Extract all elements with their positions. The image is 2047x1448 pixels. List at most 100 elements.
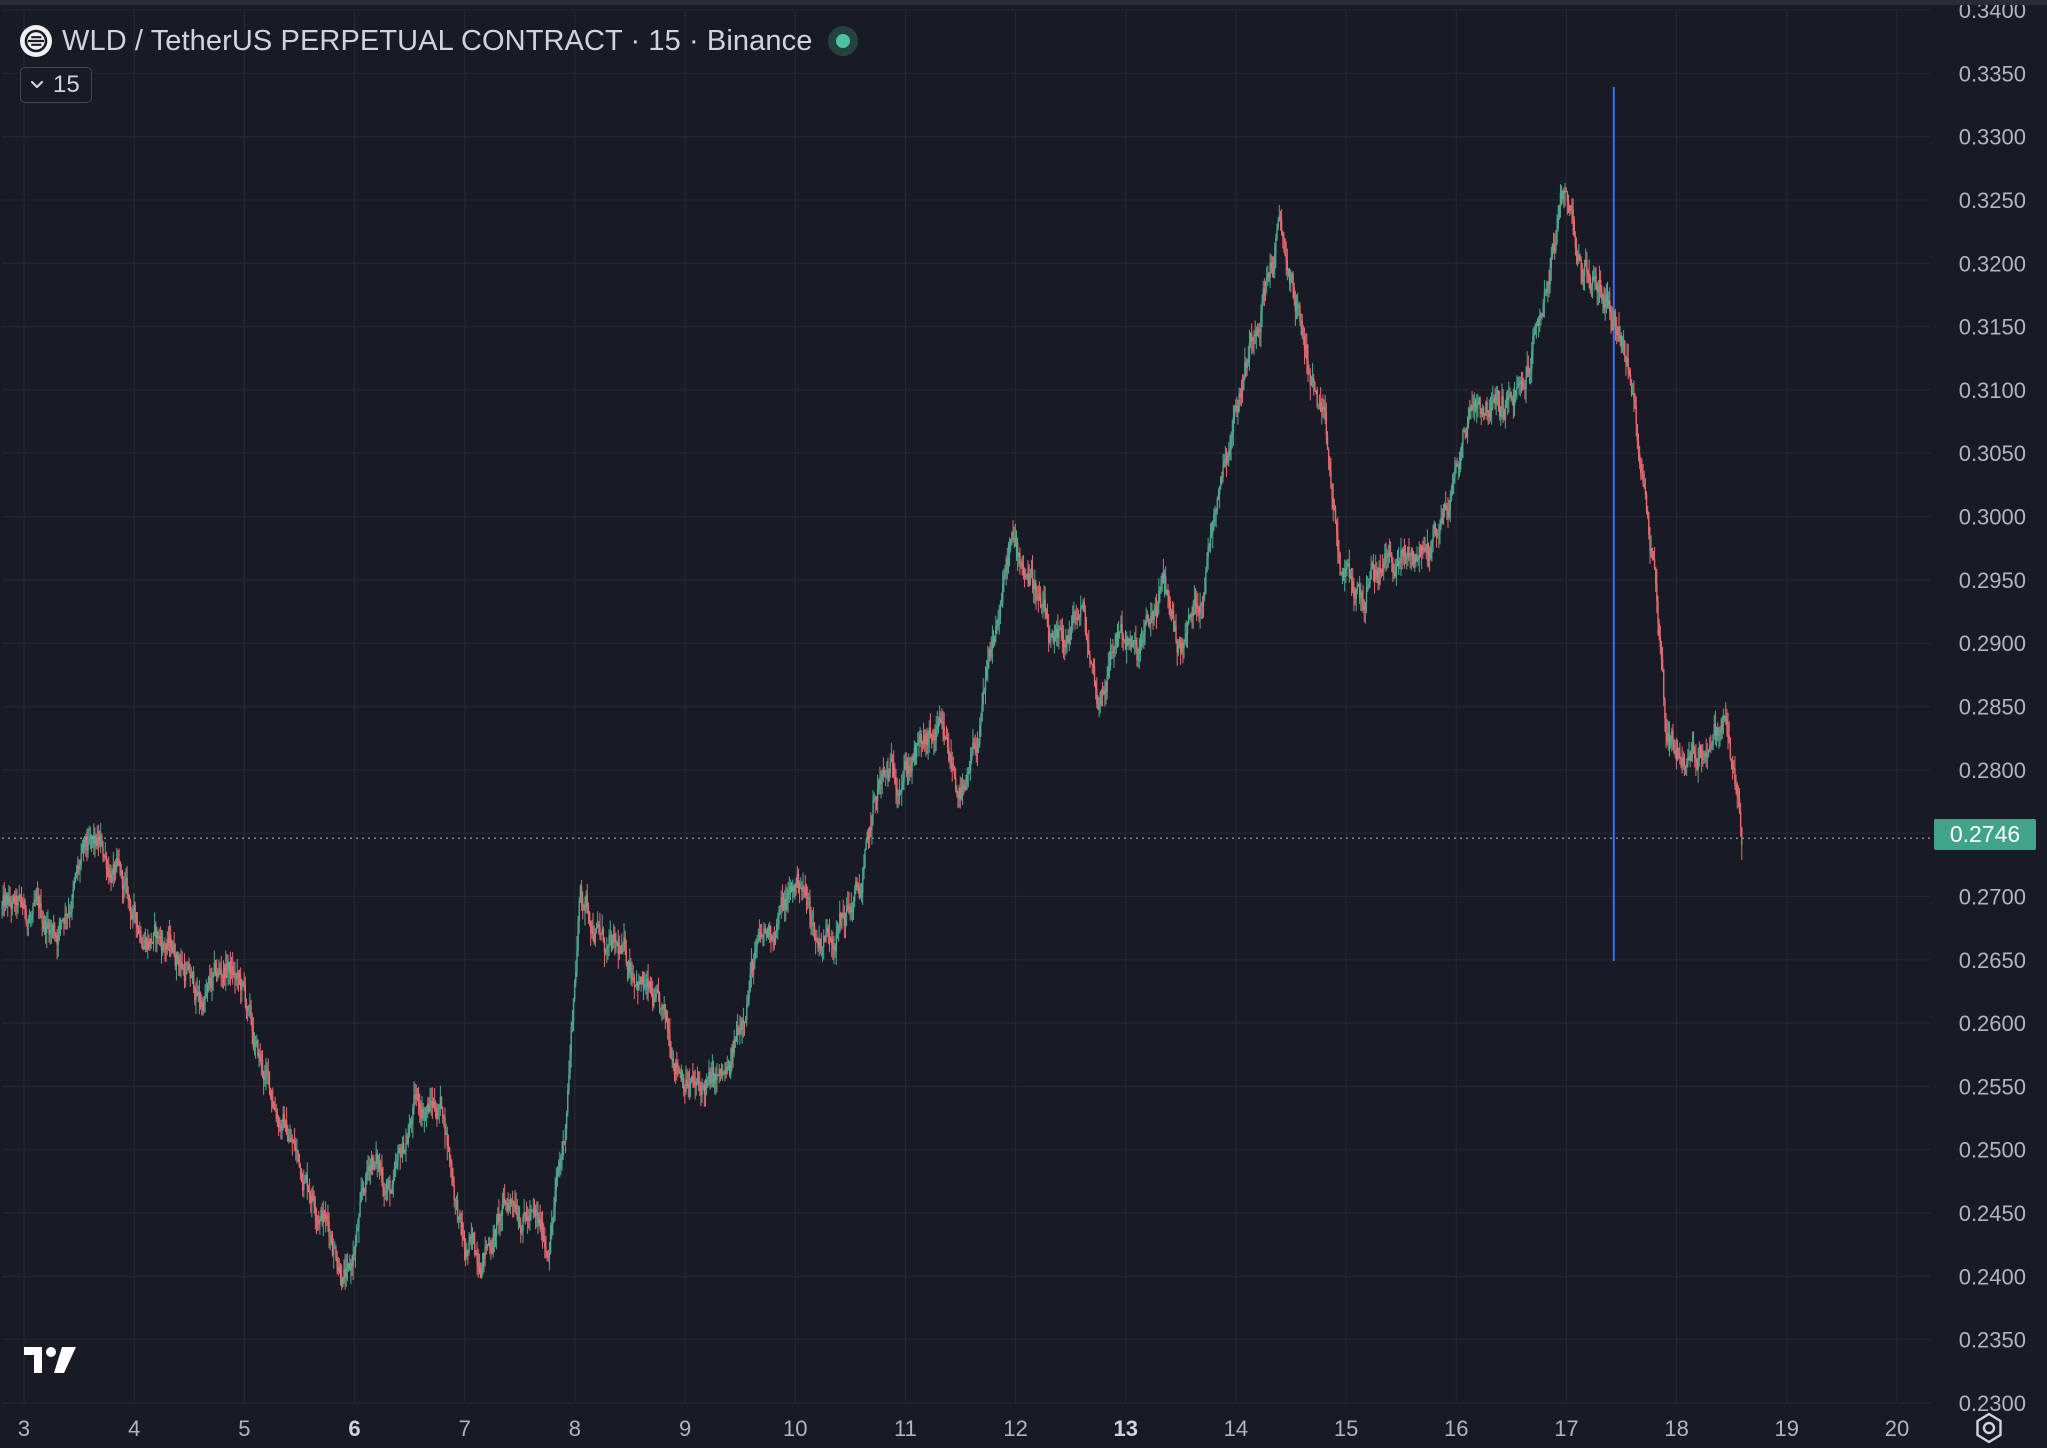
candle-body bbox=[99, 835, 102, 842]
candle bbox=[202, 996, 204, 1016]
tradingview-logo-icon[interactable] bbox=[24, 1345, 82, 1375]
candle bbox=[758, 919, 761, 943]
candle-body bbox=[1216, 498, 1219, 511]
candle-body bbox=[1696, 762, 1698, 770]
candle-body bbox=[1341, 571, 1344, 574]
candle bbox=[1418, 541, 1421, 573]
candle bbox=[466, 1242, 468, 1260]
candle bbox=[1710, 734, 1712, 754]
candle bbox=[33, 890, 35, 907]
candle bbox=[479, 1262, 482, 1279]
candle bbox=[876, 774, 879, 814]
candle-body bbox=[189, 971, 191, 979]
candle bbox=[1147, 614, 1150, 627]
candle bbox=[155, 921, 157, 952]
candle-body bbox=[1346, 564, 1348, 569]
candle-body bbox=[351, 1263, 353, 1267]
candle-body bbox=[1041, 606, 1043, 608]
candle-body bbox=[1269, 262, 1271, 278]
candle bbox=[1739, 802, 1742, 837]
candle bbox=[1185, 620, 1188, 648]
candlestick-chart[interactable]: 0.34000.33500.33000.32500.32000.31500.31… bbox=[0, 5, 2047, 1448]
candle-body bbox=[15, 895, 17, 905]
candle bbox=[285, 1107, 288, 1136]
candle bbox=[35, 887, 38, 906]
candle-body bbox=[922, 736, 925, 745]
candle bbox=[375, 1141, 377, 1169]
candle-body bbox=[1385, 553, 1387, 559]
candle-body bbox=[783, 899, 786, 910]
candle bbox=[1405, 552, 1408, 570]
candle bbox=[624, 930, 626, 956]
candle bbox=[1109, 638, 1112, 671]
candle-body bbox=[672, 1058, 675, 1066]
candle bbox=[397, 1144, 399, 1171]
candle-body bbox=[1274, 253, 1276, 270]
chart-title[interactable]: WLD / TetherUS PERPETUAL CONTRACT · 15 ·… bbox=[62, 24, 813, 57]
market-open-dot-icon[interactable] bbox=[828, 26, 859, 56]
candle bbox=[734, 1036, 737, 1048]
candle-body bbox=[369, 1164, 372, 1171]
candle-body bbox=[322, 1212, 325, 1223]
candle bbox=[1586, 251, 1588, 284]
candle bbox=[371, 1154, 374, 1176]
candle bbox=[960, 777, 963, 801]
candle-body bbox=[727, 1065, 730, 1067]
candle bbox=[1527, 355, 1530, 378]
candle-body bbox=[412, 1108, 414, 1124]
candle bbox=[1145, 607, 1147, 626]
candle-body bbox=[1261, 301, 1263, 313]
candle bbox=[500, 1210, 502, 1232]
candle-body bbox=[1218, 486, 1221, 495]
candle-body bbox=[724, 1069, 726, 1074]
candle bbox=[192, 965, 195, 993]
interval-toggle-button[interactable]: 15 bbox=[20, 67, 92, 103]
candle-body bbox=[992, 639, 995, 645]
candle-body bbox=[469, 1236, 471, 1243]
candle bbox=[1023, 567, 1026, 588]
candle bbox=[1540, 311, 1542, 326]
candle-body bbox=[472, 1233, 475, 1244]
candle-body bbox=[1100, 690, 1103, 692]
candle-body bbox=[664, 1004, 667, 1015]
candle bbox=[1030, 559, 1033, 579]
candle-body bbox=[79, 864, 81, 869]
candle-body bbox=[808, 897, 810, 899]
candle bbox=[1230, 431, 1232, 461]
candle bbox=[405, 1128, 407, 1162]
candle bbox=[777, 912, 779, 940]
candle bbox=[840, 911, 842, 931]
candle bbox=[447, 1134, 450, 1153]
candle bbox=[267, 1058, 269, 1085]
candle-body bbox=[1474, 401, 1477, 410]
candle-body bbox=[1062, 638, 1065, 646]
candle bbox=[1104, 679, 1106, 707]
candle bbox=[12, 893, 15, 904]
candle-body bbox=[1307, 359, 1309, 373]
price-axis[interactable]: 0.34000.33500.33000.32500.32000.31500.31… bbox=[1959, 5, 2026, 1416]
candle bbox=[937, 716, 940, 734]
candle bbox=[218, 959, 220, 978]
candle-body bbox=[1148, 622, 1151, 625]
candle bbox=[113, 861, 116, 884]
candle-body bbox=[708, 1071, 710, 1080]
candle bbox=[259, 1043, 261, 1066]
candle bbox=[258, 1048, 260, 1068]
candle-body bbox=[111, 874, 113, 883]
candle bbox=[432, 1097, 435, 1109]
gear-icon[interactable] bbox=[1972, 1411, 2006, 1445]
candle-body bbox=[1559, 192, 1562, 206]
candle-body bbox=[1055, 628, 1058, 637]
candle-body bbox=[995, 626, 997, 637]
time-axis[interactable]: 3 4 5 6 7 8 9 10 11 12 13 14 15 16 17 18 19 20 bbox=[18, 1416, 1909, 1441]
price-tick-label: 0.3100 bbox=[1959, 378, 2026, 403]
candle-body bbox=[639, 981, 641, 985]
candle-body bbox=[990, 649, 992, 657]
candle bbox=[1047, 613, 1050, 653]
candle bbox=[946, 728, 949, 754]
candle-body bbox=[938, 718, 941, 722]
candle bbox=[544, 1226, 546, 1259]
candle bbox=[1509, 387, 1511, 398]
candle-body bbox=[1695, 758, 1697, 763]
candle-body bbox=[1072, 614, 1074, 626]
